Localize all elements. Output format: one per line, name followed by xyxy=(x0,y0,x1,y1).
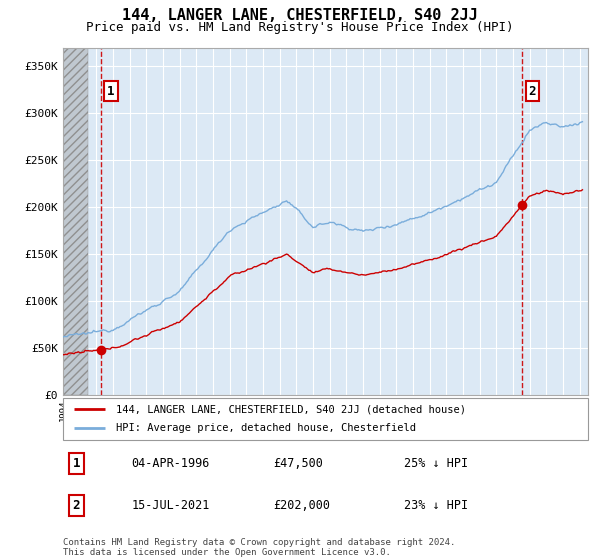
Text: 144, LANGER LANE, CHESTERFIELD, S40 2JJ (detached house): 144, LANGER LANE, CHESTERFIELD, S40 2JJ … xyxy=(115,404,466,414)
Text: 04-APR-1996: 04-APR-1996 xyxy=(131,457,209,470)
Text: 23% ↓ HPI: 23% ↓ HPI xyxy=(404,499,469,512)
Text: 25% ↓ HPI: 25% ↓ HPI xyxy=(404,457,469,470)
Text: £47,500: £47,500 xyxy=(273,457,323,470)
Text: 2: 2 xyxy=(529,85,536,97)
Text: 15-JUL-2021: 15-JUL-2021 xyxy=(131,499,209,512)
Text: Price paid vs. HM Land Registry's House Price Index (HPI): Price paid vs. HM Land Registry's House … xyxy=(86,21,514,34)
Text: HPI: Average price, detached house, Chesterfield: HPI: Average price, detached house, Ches… xyxy=(115,423,415,433)
Text: 1: 1 xyxy=(73,457,80,470)
Text: 2: 2 xyxy=(73,499,80,512)
Text: Contains HM Land Registry data © Crown copyright and database right 2024.
This d: Contains HM Land Registry data © Crown c… xyxy=(63,538,455,557)
Text: £202,000: £202,000 xyxy=(273,499,330,512)
Text: 1: 1 xyxy=(107,85,115,97)
Text: 144, LANGER LANE, CHESTERFIELD, S40 2JJ: 144, LANGER LANE, CHESTERFIELD, S40 2JJ xyxy=(122,8,478,24)
Bar xyxy=(63,48,88,395)
